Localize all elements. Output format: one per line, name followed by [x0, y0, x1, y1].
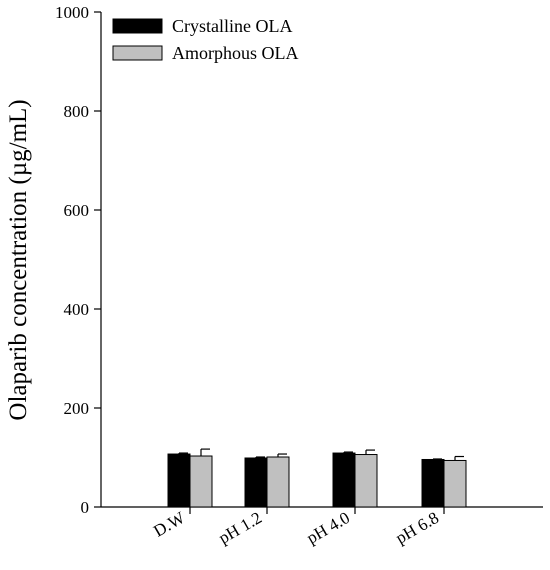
y-tick-label: 800: [64, 102, 90, 121]
y-tick-label: 1000: [55, 3, 89, 22]
y-tick-label: 200: [64, 399, 90, 418]
bars: [167, 448, 467, 508]
x-tick-label: D.W: [150, 508, 189, 541]
bar: [244, 457, 268, 508]
y-tick-label: 600: [64, 201, 90, 220]
bar: [332, 452, 356, 508]
x-tick-label: pH 6.8: [392, 508, 442, 548]
axes: 0 200 400 600 800 1000 D.W pH 1.2 pH 4.0 pH 6.8: [55, 3, 543, 548]
y-axis-label: Olaparib concentration (µg/mL): [5, 99, 32, 420]
bar: [266, 456, 290, 508]
legend-swatch: [112, 45, 163, 61]
x-tick-label: pH 1.2: [215, 508, 265, 548]
legend-label: Crystalline OLA: [172, 16, 292, 36]
y-tick-label: 400: [64, 300, 90, 319]
legend-swatch: [112, 18, 163, 34]
y-tick-label: 0: [81, 498, 90, 517]
x-tick-label: pH 4.0: [303, 508, 353, 548]
bar: [189, 455, 213, 508]
bar: [443, 459, 467, 508]
bar: [354, 454, 378, 508]
bar: [421, 458, 445, 508]
bar: [167, 453, 191, 508]
legend: Crystalline OLA Amorphous OLA: [112, 16, 299, 63]
legend-label: Amorphous OLA: [172, 43, 299, 63]
